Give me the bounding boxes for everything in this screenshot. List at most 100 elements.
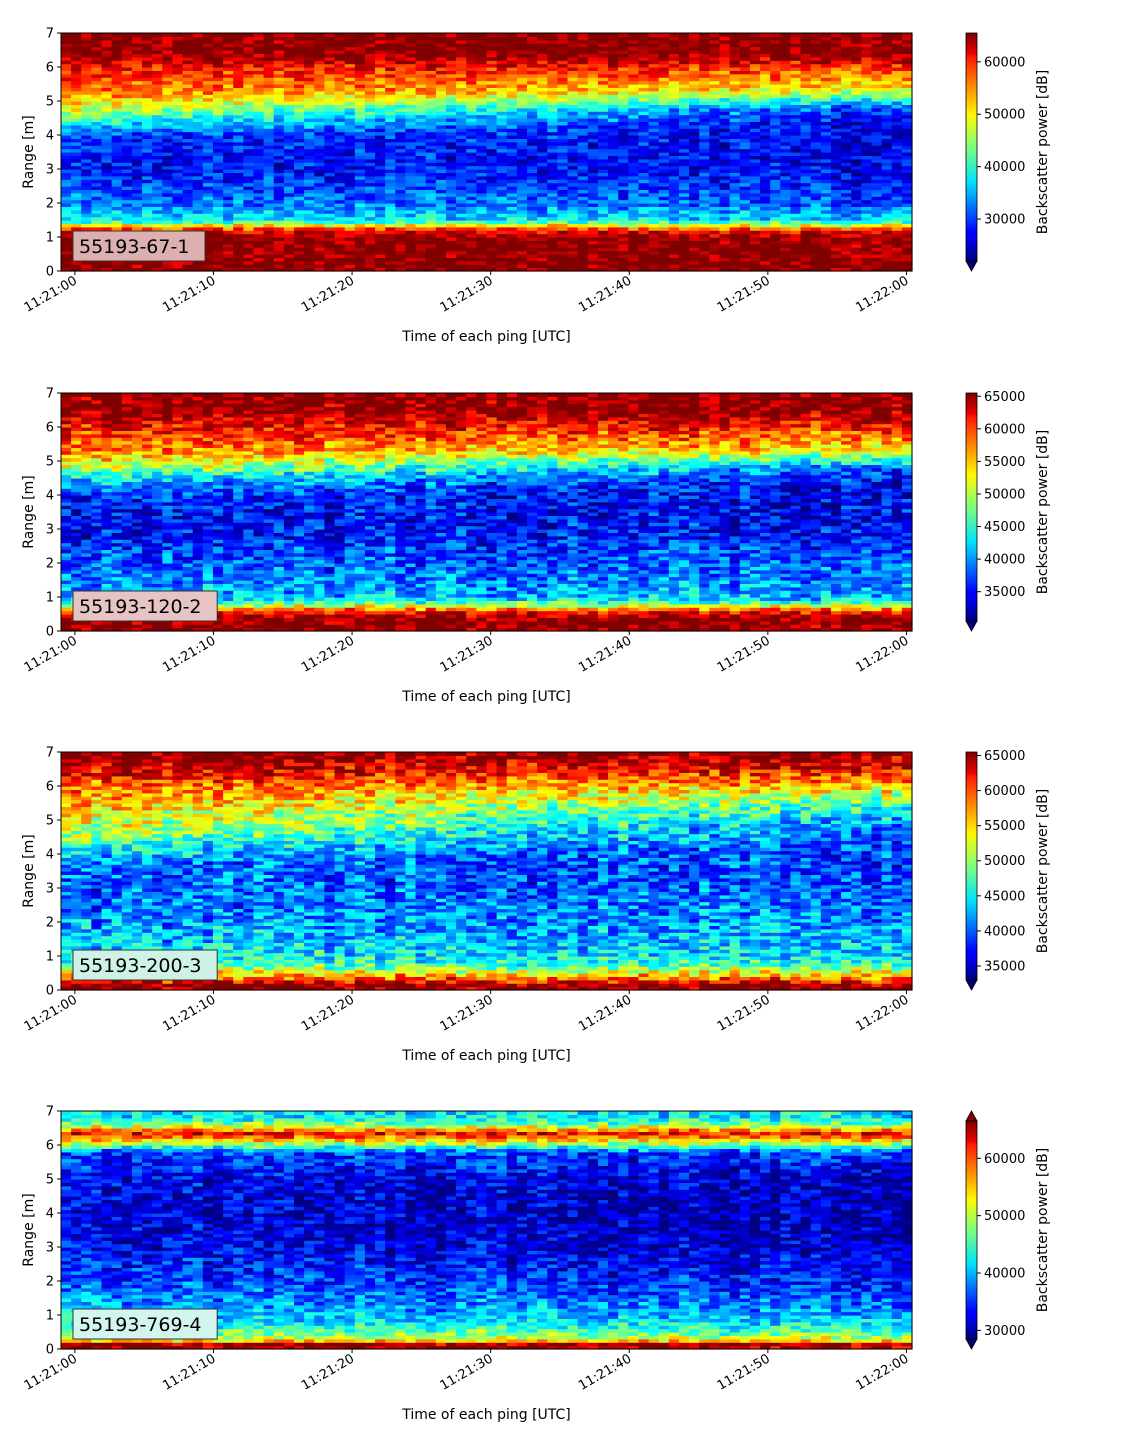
heatmap-cell: [527, 264, 538, 268]
heatmap-cell: [122, 33, 133, 37]
heatmap-cell: [699, 149, 710, 153]
heatmap-cell: [720, 251, 731, 255]
heatmap-cell: [61, 217, 72, 221]
heatmap-cell: [365, 33, 376, 37]
heatmap-cell: [264, 149, 275, 153]
heatmap-cell: [608, 200, 619, 204]
heatmap-cell: [112, 166, 123, 170]
heatmap-cell: [61, 244, 72, 248]
heatmap-cell: [405, 193, 416, 197]
heatmap-cell: [649, 244, 660, 248]
heatmap-cell: [436, 244, 447, 248]
heatmap-cell: [669, 176, 680, 180]
heatmap-cell: [659, 166, 670, 170]
heatmap-cell: [720, 33, 731, 37]
heatmap-cell: [81, 210, 92, 214]
heatmap-cell: [253, 264, 264, 268]
heatmap-cell: [112, 200, 123, 204]
heatmap-cell: [760, 149, 771, 153]
heatmap-cell: [172, 200, 183, 204]
heatmap-cell: [223, 251, 234, 255]
heatmap-cell: [243, 149, 254, 153]
heatmap-cell: [122, 159, 133, 163]
heatmap-cell: [395, 244, 406, 248]
heatmap-cell: [213, 149, 224, 153]
heatmap-cell: [81, 159, 92, 163]
heatmap-cell: [304, 33, 315, 37]
heatmap-cell: [324, 149, 335, 153]
heatmap-cell: [395, 132, 406, 136]
heatmap-cell: [345, 132, 356, 136]
heatmap-cell: [699, 200, 710, 204]
heatmap-cell: [172, 210, 183, 214]
heatmap-cell: [750, 217, 761, 221]
heatmap-cell: [426, 159, 437, 163]
heatmap-cell: [760, 251, 771, 255]
heatmap-cell: [487, 227, 498, 231]
heatmap-cell: [628, 33, 639, 37]
heatmap-cell: [720, 227, 731, 231]
heatmap-cell: [335, 132, 346, 136]
heatmap-cell: [345, 234, 356, 238]
heatmap-cell: [385, 142, 396, 146]
heatmap-cell: [487, 244, 498, 248]
heatmap-cell: [649, 210, 660, 214]
heatmap-cell: [487, 142, 498, 146]
heatmap-cell: [193, 200, 204, 204]
heatmap-cell: [588, 227, 599, 231]
heatmap-cell: [324, 234, 335, 238]
heatmap-cell: [203, 132, 214, 136]
heatmap-cell: [770, 166, 781, 170]
heatmap-cell: [193, 132, 204, 136]
heatmap-cell: [355, 234, 366, 238]
heatmap-cell: [61, 176, 72, 180]
heatmap-cell: [233, 176, 244, 180]
heatmap-cell: [476, 33, 487, 37]
heatmap-cell: [314, 200, 325, 204]
heatmap-cell: [142, 193, 153, 197]
heatmap-cell: [243, 193, 254, 197]
heatmap-cell: [780, 210, 791, 214]
heatmap-cell: [162, 183, 173, 187]
heatmap-cell: [172, 264, 183, 268]
heatmap-cell: [750, 234, 761, 238]
heatmap-cell: [213, 33, 224, 37]
heatmap-cell: [780, 251, 791, 255]
heatmap-cell: [720, 142, 731, 146]
heatmap-cell: [720, 193, 731, 197]
heatmap-cell: [527, 193, 538, 197]
heatmap-cell: [253, 217, 264, 221]
heatmap-cell: [193, 183, 204, 187]
heatmap-cell: [618, 149, 629, 153]
heatmap-cell: [264, 142, 275, 146]
heatmap-cell: [446, 210, 457, 214]
heatmap-cell: [638, 149, 649, 153]
heatmap-cell: [578, 264, 589, 268]
heatmap-cell: [102, 200, 113, 204]
heatmap-cell: [375, 193, 386, 197]
heatmap-cell: [324, 33, 335, 37]
heatmap-cell: [436, 200, 447, 204]
heatmap-cell: [669, 264, 680, 268]
heatmap-cell: [598, 159, 609, 163]
heatmap-cell: [537, 176, 548, 180]
heatmap-cell: [284, 159, 295, 163]
heatmap-cell: [547, 210, 558, 214]
heatmap-cell: [517, 166, 528, 170]
heatmap-cell: [426, 176, 437, 180]
heatmap-cell: [264, 132, 275, 136]
heatmap-cell: [264, 244, 275, 248]
heatmap-cell: [284, 244, 295, 248]
heatmap-cell: [679, 200, 690, 204]
heatmap-cell: [132, 264, 143, 268]
heatmap-cell: [557, 132, 568, 136]
heatmap-cell: [487, 264, 498, 268]
heatmap-cell: [527, 244, 538, 248]
heatmap-cell: [760, 176, 771, 180]
heatmap-cell: [547, 159, 558, 163]
heatmap-cell: [274, 142, 285, 146]
heatmap-cell: [243, 234, 254, 238]
heatmap-cell: [770, 251, 781, 255]
heatmap-cell: [375, 264, 386, 268]
heatmap-cell: [547, 176, 558, 180]
